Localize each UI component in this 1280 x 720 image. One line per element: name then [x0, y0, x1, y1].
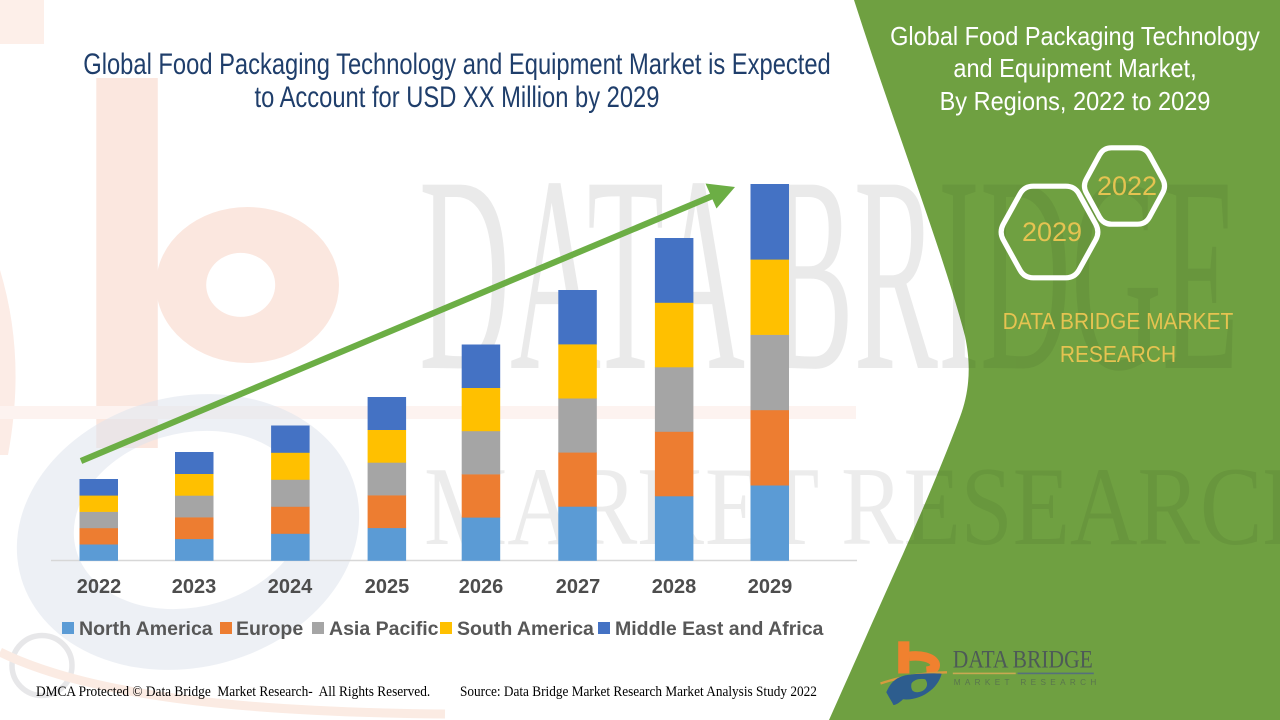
- svg-text:2029: 2029: [1022, 217, 1082, 247]
- svg-text:2022: 2022: [1097, 171, 1157, 201]
- svg-text:MARKET RESEARCH: MARKET RESEARCH: [954, 678, 1101, 687]
- svg-text:DATA BRIDGE: DATA BRIDGE: [953, 646, 1093, 673]
